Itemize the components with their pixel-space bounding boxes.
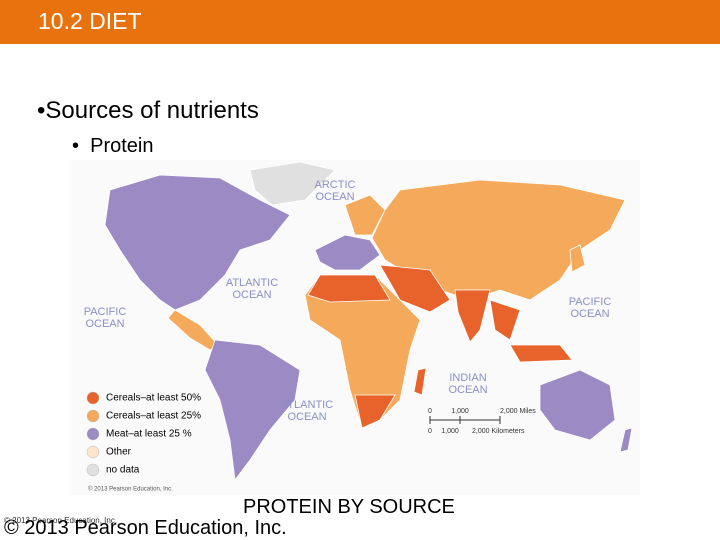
legend-swatch [86,391,100,405]
central-america [167,309,219,351]
north-africa [307,274,391,303]
middle-east [379,264,451,313]
caption: PROTEIN BY SOURCE [243,496,455,518]
ocean-label: OCEAN [232,289,271,301]
north-america [104,174,291,311]
title-bar [0,0,720,44]
australia [539,369,616,441]
legend-swatch [86,445,100,459]
ocean-label: OCEAN [570,308,609,320]
ocean-label: OCEAN [287,411,326,423]
slide-title: 10.2 DIET [38,8,142,34]
india [454,289,491,343]
new-zealand [619,427,633,453]
ocean-label: OCEAN [448,384,487,396]
europe [314,234,381,271]
bullet-text: Sources of nutrients [45,97,259,124]
footer: © 2013 Pearson Education, Inc. [4,517,287,539]
scale-label: 1,000 [451,408,469,415]
bullet: Protein [72,135,154,158]
legend-label: Cereals–at least 25% [106,411,201,422]
scale-label: 0 [428,428,432,435]
legend-label: Cereals–at least 50% [106,393,201,404]
indonesia [509,344,573,363]
world-map: ARCTICOCEANATLANTICOCEANPACIFICOCEANPACI… [70,160,640,495]
legend-swatch [86,409,100,423]
ocean-label: ATLANTIC [226,277,278,289]
legend-swatch [86,463,100,477]
ocean-label: INDIAN [449,372,486,384]
scale-label: 2,000 Kilometers [472,428,525,435]
ocean-label: PACIFIC [569,296,612,308]
footer-small: © 2013 Pearson Education, Inc. [4,516,118,525]
southern-africa [354,394,396,429]
ocean-label: OCEAN [85,318,124,330]
legend-label: no data [106,465,140,476]
madagascar [413,367,427,396]
ocean-label: OCEAN [315,191,354,203]
legend-label: Other [106,447,132,458]
legend-label: Meat–at least 25 % [106,429,192,440]
bullet: Sources of nutrients [37,97,259,125]
japan [569,244,586,273]
greenland [249,161,336,206]
scandinavia [344,194,386,236]
south-america [204,339,301,482]
ocean-label: ATLANTIC [281,399,333,411]
ocean-label: ARCTIC [315,179,356,191]
ocean-label: PACIFIC [84,306,127,318]
scale-label: 0 [428,408,432,415]
southeast-asia [489,299,521,341]
legend-swatch [86,427,100,441]
bullet-text: Protein [90,135,154,157]
scale-label: 2,000 Miles [500,408,536,415]
scale-label: 1,000 [441,428,459,435]
map-credit: © 2013 Pearson Education, Inc. [88,486,173,493]
